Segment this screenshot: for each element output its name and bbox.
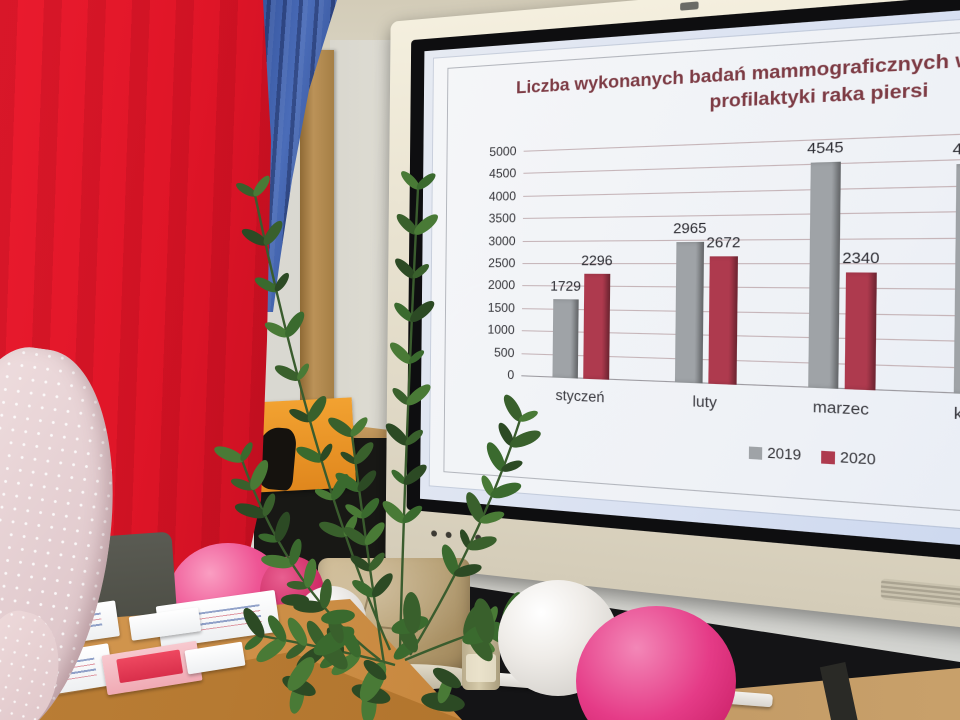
pink-balloon-front [576,606,736,720]
data-label-2019-luty: 2965 [673,219,707,237]
data-label-2020-luty: 2672 [706,233,741,251]
bar-group-luty: 2965 2672 luty [641,142,774,411]
chart-plot-area: 0 500 1000 1500 2000 2500 3000 3500 4000 4500 5000… [488,122,960,426]
data-label-2020-marzec: 2340 [842,248,880,267]
data-label-2020-styczeń: 2296 [581,251,613,269]
data-label-2019-marzec: 4545 [807,138,844,158]
bar-group-kwiecień: 4438187kwiecień [913,131,960,426]
legend-swatch-2020 [821,450,836,464]
bar-2020-marzec [844,272,877,391]
red-flyer [116,649,184,684]
legend-label-2020: 2020 [839,449,876,469]
bar-group-marzec: 4545 2340 marzec [771,137,916,418]
data-label-2019-kwiecień: 4438 [952,138,960,159]
potted-plant [214,171,579,720]
bar-2020-styczeń [582,273,610,380]
tv-brand-logo [680,1,699,11]
bar-2019-marzec [807,162,841,389]
bar-2020-luty [707,255,738,385]
legend-label-2019: 2019 [767,445,802,464]
bar-2019-kwiecień [953,163,960,395]
legend-item-2019: 2019 [749,444,801,463]
legend-swatch-2019 [749,445,763,460]
tv-speaker-grille [880,578,960,619]
bar-2019-luty [674,242,704,384]
legend-item-2020: 2020 [821,448,876,468]
category-label-luty: luty [692,393,718,411]
category-label-kwiecień: kwiecień [953,404,960,426]
category-label-marzec: marzec [812,398,870,419]
